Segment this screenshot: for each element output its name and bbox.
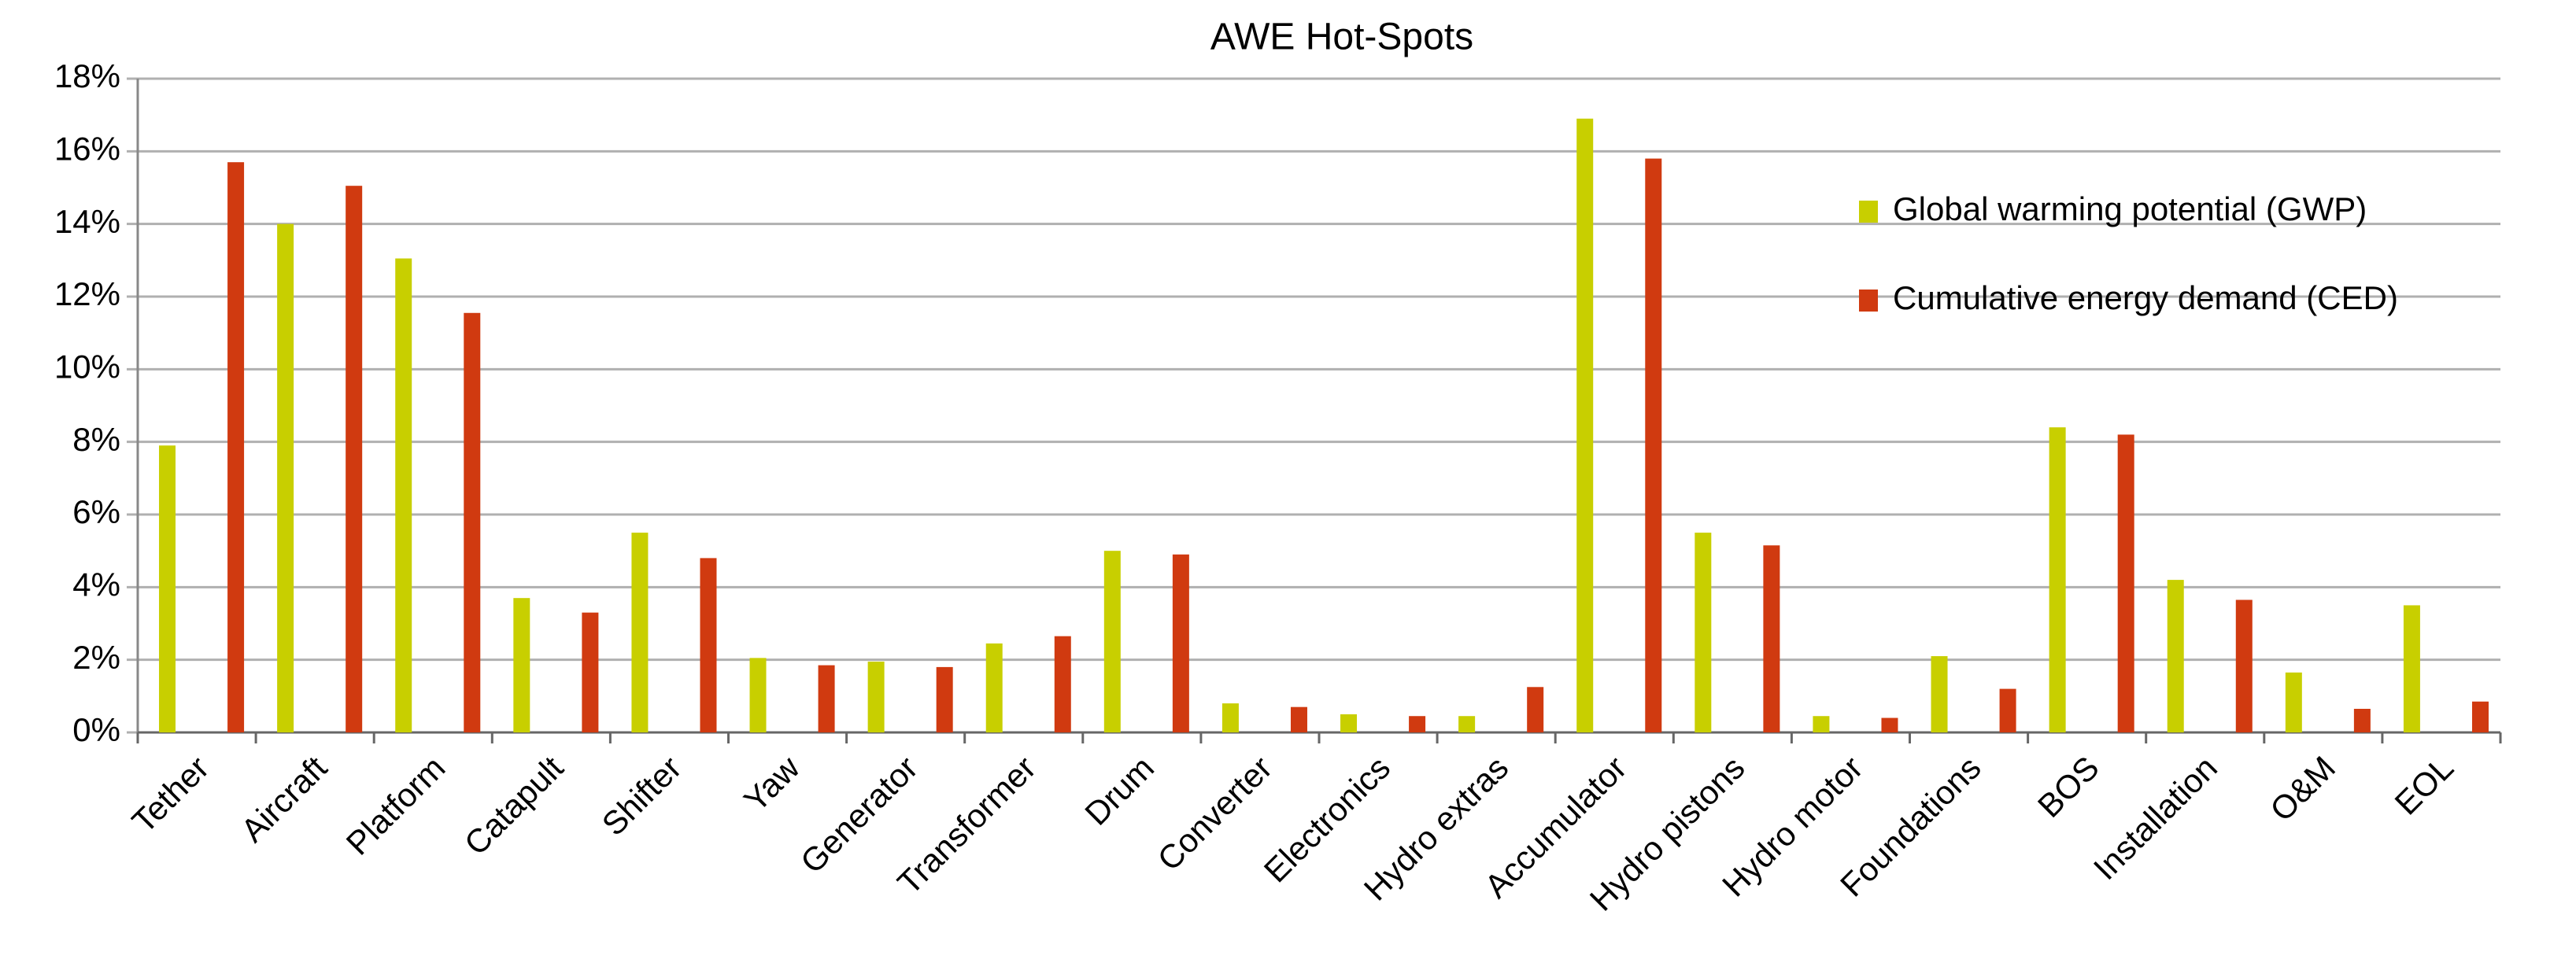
bar <box>1763 545 1780 732</box>
bar <box>513 598 530 732</box>
bar <box>867 661 885 732</box>
bar <box>1931 656 1948 732</box>
x-tick-label: Shifter <box>595 749 689 843</box>
bar <box>2117 434 2134 732</box>
y-tick-label: 18% <box>54 57 120 94</box>
x-tick-label: Aircraft <box>234 749 334 850</box>
y-tick-label: 10% <box>54 348 120 385</box>
bar <box>1458 716 1476 732</box>
bar <box>464 312 481 732</box>
bar <box>749 658 767 732</box>
y-tick-label: 2% <box>72 639 120 676</box>
x-tick-label: BOS <box>2031 749 2106 824</box>
x-tick-label: Drum <box>1077 749 1161 832</box>
x-tick-label: Converter <box>1151 749 1280 878</box>
bar <box>395 258 412 732</box>
y-tick-label: 14% <box>54 203 120 240</box>
bar <box>1881 717 1898 732</box>
bar <box>1999 688 2016 732</box>
legend-label: Global warming potential (GWP) <box>1893 190 2367 227</box>
bar <box>2285 672 2302 732</box>
y-tick-label: 0% <box>72 711 120 748</box>
x-tick-label: EOL <box>2387 749 2460 822</box>
bar <box>1221 703 1239 732</box>
x-tick-label: Yaw <box>737 749 807 819</box>
x-tick-label: Installation <box>2086 749 2224 887</box>
x-tick-label: Tether <box>124 749 216 840</box>
bar <box>1054 636 1071 732</box>
bar <box>985 643 1003 732</box>
bar <box>936 666 953 732</box>
bar <box>1813 716 1830 732</box>
y-tick-label: 6% <box>72 493 120 530</box>
y-tick-label: 16% <box>54 130 120 167</box>
legend-swatch <box>1859 290 1878 312</box>
bar <box>1103 551 1121 732</box>
bar <box>2403 605 2420 732</box>
bar <box>1527 687 1544 732</box>
y-tick-label: 4% <box>72 566 120 603</box>
legend-label: Cumulative energy demand (CED) <box>1893 279 2398 316</box>
x-tick-label: Catapult <box>457 749 571 862</box>
bar <box>582 612 599 732</box>
y-tick-label: 12% <box>54 275 120 312</box>
bar <box>1172 554 1189 732</box>
bar <box>2235 599 2253 732</box>
x-tick-label: O&M <box>2263 749 2342 828</box>
bar <box>159 445 176 732</box>
bar <box>818 665 835 732</box>
bar <box>1409 716 1426 732</box>
bar <box>227 162 245 732</box>
bar <box>1695 533 1712 732</box>
x-tick-label: Platform <box>339 749 453 862</box>
bar <box>1645 158 1662 733</box>
bar <box>1340 714 1358 732</box>
bar <box>346 186 363 733</box>
bar <box>1576 118 1594 733</box>
chart-title: AWE Hot-Spots <box>1210 17 1473 58</box>
bar <box>2167 580 2184 732</box>
bar <box>631 533 649 732</box>
bar <box>700 558 717 732</box>
bar <box>1290 706 1307 732</box>
bar <box>2353 708 2371 732</box>
legend-swatch <box>1859 201 1878 223</box>
bar <box>277 223 294 733</box>
y-tick-label: 8% <box>72 421 120 458</box>
bar <box>2471 701 2489 732</box>
bar <box>2049 427 2066 732</box>
